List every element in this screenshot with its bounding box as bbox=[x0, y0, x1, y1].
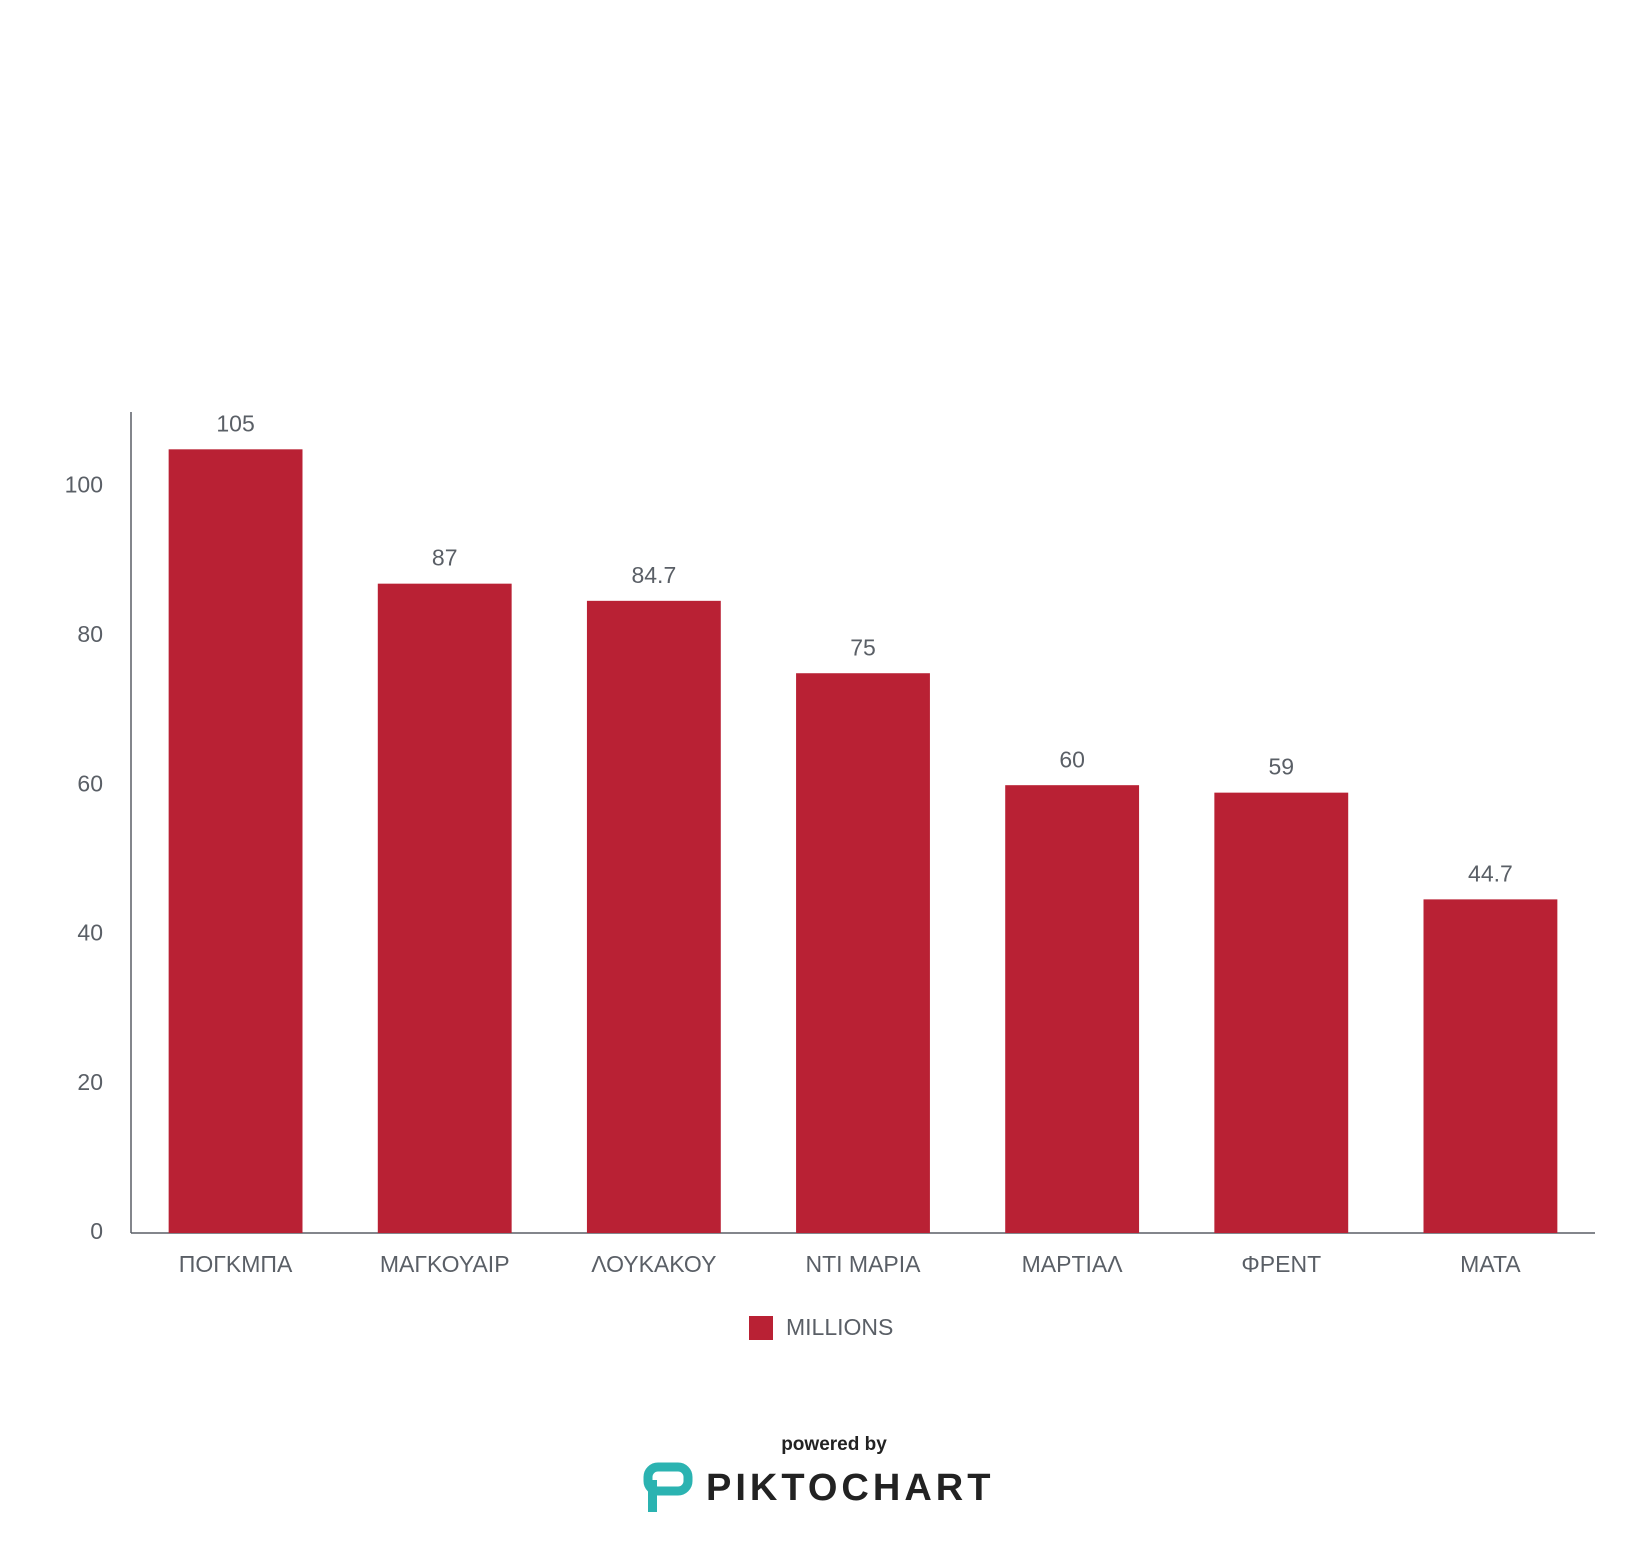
y-tick-label: 100 bbox=[65, 472, 103, 498]
x-tick-label: ΛΟΥΚΑΚΟΥ bbox=[591, 1251, 716, 1277]
bar bbox=[1214, 792, 1349, 1233]
value-label: 75 bbox=[850, 634, 876, 660]
y-tick-label: 0 bbox=[90, 1218, 103, 1244]
y-tick-label: 20 bbox=[77, 1069, 103, 1095]
x-tick-label: ΜΑΡΤΙΑΛ bbox=[1022, 1251, 1124, 1277]
bar bbox=[168, 449, 303, 1233]
bar bbox=[377, 583, 512, 1233]
bar bbox=[1423, 899, 1558, 1233]
x-tick-label: ΦΡΕΝΤ bbox=[1241, 1251, 1321, 1277]
value-label: 84.7 bbox=[631, 562, 676, 588]
x-tick-label: ΜΑΤΑ bbox=[1460, 1251, 1521, 1277]
brand: PIKTOCHART bbox=[706, 1467, 994, 1509]
legend-label: MILLIONS bbox=[786, 1314, 893, 1340]
logo bbox=[643, 1462, 693, 1512]
bar bbox=[796, 673, 930, 1233]
value-label: 44.7 bbox=[1468, 860, 1513, 886]
powered-by: powered by bbox=[781, 1434, 887, 1455]
y-tick-label: 40 bbox=[77, 920, 103, 946]
x-tick-label: ΜΑΓΚΟΥΑΙΡ bbox=[380, 1251, 510, 1277]
value-label: 87 bbox=[432, 545, 458, 571]
value-label: 105 bbox=[216, 410, 254, 436]
x-tick-label: ΝΤΙ ΜΑΡΙΑ bbox=[805, 1251, 921, 1277]
y-tick-label: 80 bbox=[77, 621, 103, 647]
legend-swatch bbox=[749, 1316, 773, 1340]
y-tick-label: 60 bbox=[77, 770, 103, 796]
value-label: 60 bbox=[1059, 746, 1085, 772]
bar bbox=[586, 600, 721, 1233]
x-tick-label: ΠΟΓΚΜΠΑ bbox=[179, 1251, 293, 1277]
bar bbox=[1005, 785, 1140, 1233]
value-label: 59 bbox=[1268, 754, 1294, 780]
